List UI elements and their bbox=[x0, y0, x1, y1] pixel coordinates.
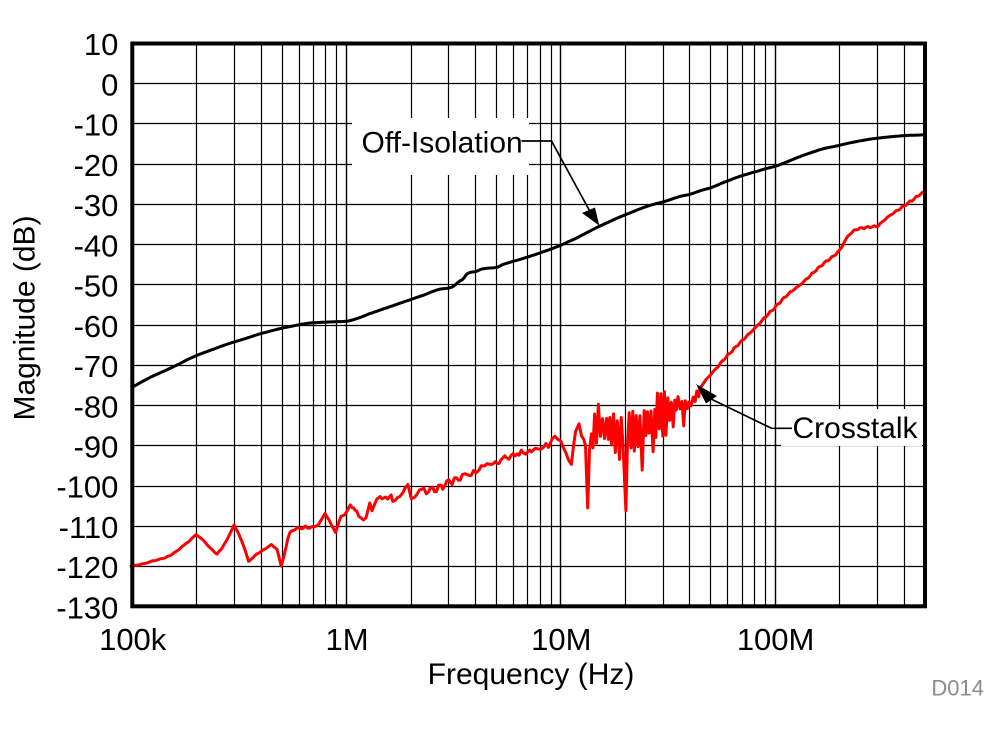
svg-text:-70: -70 bbox=[74, 349, 119, 384]
svg-text:-50: -50 bbox=[74, 269, 119, 304]
svg-text:-40: -40 bbox=[74, 228, 119, 263]
svg-text:-100: -100 bbox=[56, 470, 118, 505]
svg-text:10M: 10M bbox=[531, 622, 591, 657]
svg-text:100k: 100k bbox=[99, 622, 167, 657]
svg-text:-30: -30 bbox=[74, 188, 119, 223]
svg-text:Off-Isolation: Off-Isolation bbox=[362, 127, 523, 160]
svg-text:-120: -120 bbox=[56, 550, 118, 585]
svg-text:Frequency (Hz): Frequency (Hz) bbox=[428, 658, 635, 691]
svg-text:-90: -90 bbox=[74, 430, 119, 465]
svg-text:100M: 100M bbox=[737, 622, 815, 657]
svg-text:-60: -60 bbox=[74, 309, 119, 344]
svg-text:0: 0 bbox=[101, 67, 118, 102]
svg-text:D014: D014 bbox=[931, 676, 984, 701]
svg-text:1M: 1M bbox=[325, 622, 368, 657]
svg-text:Magnitude (dB): Magnitude (dB) bbox=[9, 215, 42, 420]
svg-text:-110: -110 bbox=[59, 510, 119, 545]
svg-text:10: 10 bbox=[84, 27, 118, 62]
svg-text:Crosstalk: Crosstalk bbox=[793, 412, 919, 445]
svg-text:-130: -130 bbox=[56, 591, 118, 626]
svg-text:-80: -80 bbox=[74, 389, 119, 424]
svg-text:-10: -10 bbox=[74, 108, 119, 143]
svg-text:-20: -20 bbox=[74, 148, 119, 183]
